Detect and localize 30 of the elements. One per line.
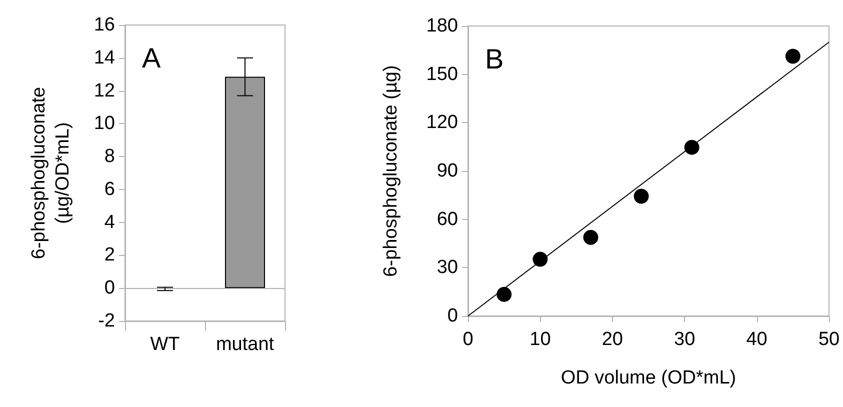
y-tick-label: 30 [436, 257, 458, 278]
y-tick-label: 120 [426, 112, 458, 134]
x-tick-label: 40 [746, 329, 768, 350]
x-tick-label: 10 [530, 329, 551, 350]
y-tick-label: 10 [94, 113, 115, 134]
y-tick-label: 16 [94, 14, 115, 36]
x-tick-label: mutant [216, 334, 275, 355]
y-tick-label: 2 [104, 244, 115, 266]
text: B [485, 44, 504, 74]
y-tick-label: 8 [104, 146, 115, 168]
y-tick-label: 60 [436, 208, 458, 230]
y-tick-label: -2 [98, 310, 115, 332]
y-tick-label: 0 [104, 278, 115, 299]
x-tick-label: WT [150, 334, 180, 355]
x-tick-label: 20 [602, 329, 623, 350]
text: A [142, 42, 161, 74]
y-tick-label: 4 [104, 212, 116, 233]
y-tick-label: 150 [426, 64, 458, 85]
x-tick-label: 30 [674, 329, 696, 350]
y-tick-label: 14 [94, 47, 116, 68]
y-tick-label: 12 [94, 80, 115, 102]
y-tick-label: 6 [104, 178, 115, 200]
x-tick-label: 50 [818, 329, 840, 350]
y-axis-title: 6-phosphogluconate (µg) [380, 65, 402, 277]
y-tick-label: 0 [447, 306, 458, 326]
y-axis-title: 6-phosphogluconate (µg/OD*mL) [28, 86, 74, 260]
x-axis-title: OD volume (OD*mL) [560, 368, 736, 388]
y-tick-label: 180 [426, 16, 458, 36]
x-tick-label: 0 [462, 329, 474, 350]
y-tick-label: 90 [436, 160, 458, 182]
